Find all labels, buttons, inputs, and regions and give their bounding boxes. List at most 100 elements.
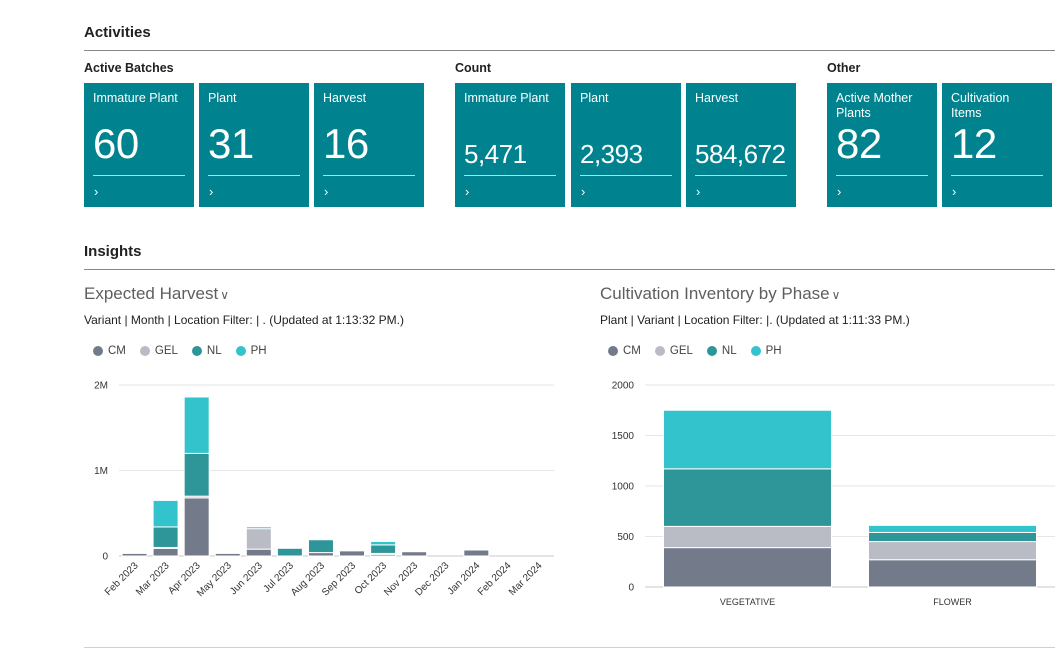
- tile-value: 16: [323, 120, 369, 167]
- tile-active-harvest[interactable]: Harvest 16 ›: [314, 83, 424, 207]
- legend-label: NL: [721, 345, 737, 357]
- chevron-right-icon: ›: [94, 184, 99, 199]
- tile-count-plant[interactable]: Plant 2,393 ›: [571, 83, 681, 207]
- tile-label: Immature Plant: [464, 91, 549, 105]
- tile-label: Harvest: [695, 91, 739, 105]
- insights-divider: [84, 269, 1055, 270]
- legend-dot-icon: [654, 346, 665, 356]
- tile-divider: [464, 175, 556, 176]
- x-tick-label: May 2023: [195, 560, 234, 599]
- legend-dot-icon: [191, 346, 202, 356]
- tile-active-immature-plant[interactable]: Immature Plant 60 ›: [84, 83, 194, 207]
- cultivation-inventory-chart: 0 500 1000 1500 2000 VEGETATIVE FLOWER: [612, 381, 1055, 607]
- tile-label: Plant: [580, 91, 609, 105]
- tile-divider: [208, 175, 300, 176]
- group-title-count: Count: [455, 61, 492, 75]
- bar-segment-ph: [152, 499, 179, 528]
- legend-label: PH: [250, 345, 267, 357]
- bar-segment-gel: [868, 541, 1037, 561]
- bar-segment-cm: [214, 552, 241, 557]
- bar-segment-nl: [370, 544, 397, 554]
- tile-value: 2,393: [580, 139, 643, 169]
- legend-item-nl[interactable]: NL: [191, 345, 222, 357]
- bar-segment-nl: [152, 526, 179, 548]
- tile-label: Immature Plant: [93, 91, 178, 105]
- x-tick-label: Dec 2023: [413, 560, 451, 598]
- chevron-right-icon: ›: [696, 184, 701, 199]
- legend-item-nl[interactable]: NL: [706, 345, 737, 357]
- legend-label: NL: [206, 345, 222, 357]
- tile-active-plant[interactable]: Plant 31 ›: [199, 83, 309, 207]
- activities-heading: Activities: [84, 24, 151, 41]
- chevron-down-icon: ∨: [831, 288, 841, 302]
- bar-segment-ph: [868, 524, 1037, 533]
- tile-count-immature-plant[interactable]: Immature Plant 5,471 ›: [455, 83, 565, 207]
- chevron-right-icon: ›: [837, 184, 842, 199]
- tile-cultivation-items[interactable]: Cultivation Items 12 ›: [942, 83, 1052, 207]
- legend-label: GEL: [154, 345, 178, 357]
- group-title-active-batches: Active Batches: [84, 61, 174, 75]
- cultivation-inventory-legend: CM GEL NL PH: [608, 345, 782, 357]
- chart-title-text: Cultivation Inventory by Phase: [600, 284, 830, 303]
- chevron-right-icon: ›: [952, 184, 957, 199]
- legend-label: GEL: [669, 345, 693, 357]
- tile-active-mother-plants[interactable]: Active Mother Plants 82 ›: [827, 83, 937, 207]
- tile-value: 82: [836, 120, 882, 167]
- tile-label: Harvest: [323, 91, 367, 105]
- x-tick-label: VEGETATIVE: [720, 597, 775, 607]
- expected-harvest-title[interactable]: Expected Harvest ∨: [84, 284, 229, 304]
- tile-value: 5,471: [464, 139, 527, 169]
- x-tick-label: Sep 2023: [320, 560, 358, 598]
- bar-segment-cm: [307, 552, 334, 557]
- legend-dot-icon: [139, 346, 150, 356]
- legend-item-ph[interactable]: PH: [235, 345, 267, 357]
- bar-segment-cm: [663, 547, 832, 588]
- legend-dot-icon: [235, 346, 246, 356]
- bar-segment-cm: [401, 551, 428, 557]
- tile-label: Cultivation Items: [951, 91, 1010, 120]
- tile-divider: [836, 175, 928, 176]
- chevron-right-icon: ›: [581, 184, 586, 199]
- cultivation-inventory-subtitle: Plant | Variant | Location Filter: |. (U…: [600, 313, 910, 327]
- tile-count-harvest[interactable]: Harvest 584,672 ›: [686, 83, 796, 207]
- chart-title-text: Expected Harvest: [84, 284, 219, 303]
- bar-segment-nl: [868, 531, 1037, 543]
- cultivation-inventory-title[interactable]: Cultivation Inventory by Phase ∨: [600, 284, 840, 304]
- y-tick-label: 1000: [612, 482, 635, 493]
- chevron-right-icon: ›: [324, 184, 329, 199]
- legend-item-gel[interactable]: GEL: [654, 345, 693, 357]
- tile-divider: [93, 175, 185, 176]
- bar-segment-ph: [183, 396, 210, 454]
- chevron-right-icon: ›: [209, 184, 214, 199]
- bar-segment-ph: [663, 409, 832, 470]
- chevron-right-icon: ›: [465, 184, 470, 199]
- legend-dot-icon: [93, 346, 103, 356]
- x-tick-label: Mar 2024: [507, 560, 545, 598]
- bar-segment-ph: [245, 525, 272, 528]
- legend-item-cm[interactable]: CM: [93, 345, 126, 357]
- y-tick-label: 1500: [612, 431, 635, 442]
- expected-harvest-subtitle: Variant | Month | Location Filter: | . (…: [84, 313, 404, 327]
- legend-item-gel[interactable]: GEL: [139, 345, 178, 357]
- bar-segment-gel: [245, 528, 272, 550]
- tile-divider: [695, 175, 787, 176]
- bar-segment-cm: [183, 497, 210, 557]
- tile-divider: [580, 175, 672, 176]
- legend-dot-icon: [706, 346, 717, 356]
- legend-item-cm[interactable]: CM: [608, 345, 641, 357]
- bar-segment-cm: [868, 559, 1037, 588]
- activities-divider: [84, 50, 1055, 51]
- y-tick-label: 1M: [94, 466, 108, 477]
- bar-segment-nl: [276, 547, 303, 557]
- y-tick-label: 2000: [612, 381, 635, 392]
- bar-segment-ph: [370, 540, 397, 546]
- chevron-down-icon: ∨: [220, 288, 229, 302]
- y-tick-label: 500: [617, 532, 634, 543]
- legend-item-ph[interactable]: PH: [750, 345, 782, 357]
- tile-divider: [951, 175, 1043, 176]
- insights-heading: Insights: [84, 243, 142, 260]
- tile-value: 31: [208, 120, 254, 167]
- tile-value: 584,672: [695, 139, 786, 169]
- x-tick-label: Jun 2023: [228, 560, 265, 597]
